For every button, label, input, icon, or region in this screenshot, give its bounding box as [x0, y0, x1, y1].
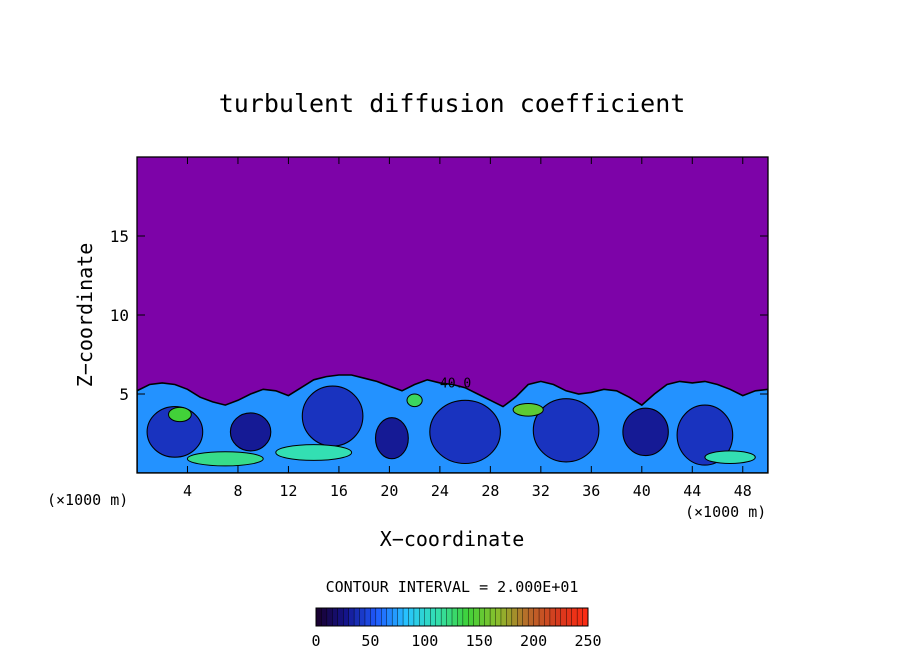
- colorbar-segment: [332, 607, 339, 627]
- contour-label: 40.0: [440, 377, 471, 392]
- high-diffusion-streak: [186, 451, 264, 467]
- colorbar-tick-label: 150: [466, 632, 493, 650]
- colorbar-segment: [522, 607, 529, 627]
- y-axis-ticks: 5 10 15: [110, 227, 768, 404]
- eddy-core: [532, 398, 600, 463]
- high-diffusion-streak: [168, 406, 192, 423]
- colorbar-segment: [348, 607, 355, 627]
- colorbar-segment: [391, 607, 399, 627]
- eddy-core: [229, 412, 272, 452]
- high-diffusion-streak: [704, 450, 756, 465]
- colorbar-segment: [370, 607, 377, 627]
- colorbar-segment: [479, 607, 486, 627]
- colorbar-ticks: 0 50 100 150 200 250: [311, 632, 601, 650]
- colorbar-segment: [343, 607, 350, 627]
- x-unit-right: (×1000 m): [685, 503, 766, 521]
- colorbar-segment: [321, 607, 328, 627]
- colorbar-segment: [337, 607, 344, 627]
- field-layer: [137, 374, 768, 473]
- colorbar-segment: [468, 607, 475, 627]
- colorbar-segment: [353, 607, 361, 627]
- chart-title: turbulent diffusion coefficient: [219, 89, 686, 118]
- colorbar-segment: [527, 607, 535, 627]
- colorbar-segment: [555, 607, 562, 627]
- x-tick-label: 28: [481, 482, 499, 500]
- colorbar-frame: [315, 607, 589, 627]
- colorbar-segment: [402, 607, 409, 627]
- colorbar-segment: [549, 607, 556, 627]
- colorbar-segment: [413, 607, 420, 627]
- high-diffusion-streak: [512, 403, 544, 417]
- x-tick-label: 32: [532, 482, 550, 500]
- colorbar-tick-label: 50: [361, 632, 379, 650]
- y-tick-label: 5: [119, 385, 129, 404]
- colorbar-segment: [517, 607, 524, 627]
- colorbar-segment: [538, 607, 545, 627]
- colorbar-tick-label: 200: [520, 632, 547, 650]
- colorbar-segment: [435, 607, 442, 627]
- colorbar-segment: [457, 607, 464, 627]
- high-diffusion-streak: [406, 393, 423, 408]
- colorbar-segment: [582, 607, 589, 627]
- colorbar-segment: [462, 607, 469, 627]
- colorbar-segment: [424, 607, 431, 627]
- x-tick-label: 24: [431, 482, 449, 500]
- plot-area: 40.0: [136, 156, 769, 474]
- high-diffusion-streak: [275, 444, 353, 461]
- colorbar-segment: [560, 607, 567, 627]
- colorbar-segment: [440, 607, 448, 627]
- colorbar-segment: [495, 607, 502, 627]
- x-tick-label: 8: [233, 482, 242, 500]
- colorbar-segment: [364, 607, 371, 627]
- colorbar-segment: [408, 607, 415, 627]
- x-tick-label: 16: [330, 482, 348, 500]
- eddy-core: [622, 407, 669, 457]
- colorbar-segment: [500, 607, 507, 627]
- x-axis-ticks: 4 8 12 16 20 24 28 32 36 40 44 48: [183, 157, 752, 500]
- y-axis-label: Z−coordinate: [73, 243, 97, 388]
- x-tick-label: 48: [734, 482, 752, 500]
- colorbar-segment: [419, 607, 426, 627]
- colorbar-segment: [451, 607, 458, 627]
- colorbar-segment: [397, 607, 404, 627]
- eddy-core: [676, 404, 734, 466]
- x-tick-label: 44: [683, 482, 701, 500]
- colorbar-segment: [484, 607, 491, 627]
- colorbar-tick-label: 250: [574, 632, 601, 650]
- colorbar-segment: [375, 607, 382, 627]
- colorbar-tick-label: 0: [311, 632, 320, 650]
- x-tick-label: 36: [582, 482, 600, 500]
- colorbar-segment: [326, 607, 333, 627]
- x-tick-label: 40: [633, 482, 651, 500]
- colorbar-segment: [566, 607, 573, 627]
- colorbar-segment: [544, 607, 551, 627]
- colorbar-segment: [386, 607, 393, 627]
- y-tick-label: 15: [110, 227, 129, 246]
- colorbar-segment: [430, 607, 437, 627]
- contour-interval-text: CONTOUR INTERVAL = 2.000E+01: [326, 578, 579, 596]
- eddy-core: [429, 399, 501, 465]
- colorbar-segment: [359, 607, 366, 627]
- y-tick-label: 10: [110, 306, 129, 325]
- x-tick-label: 20: [380, 482, 398, 500]
- colorbar-segment: [571, 607, 578, 627]
- x-axis-label: X−coordinate: [380, 527, 525, 551]
- colorbar: [315, 607, 589, 627]
- colorbar-segment: [489, 607, 497, 627]
- colorbar-segment: [511, 607, 518, 627]
- colorbar-segment: [446, 607, 453, 627]
- colorbar-segment: [315, 607, 322, 627]
- eddy-core: [301, 385, 364, 447]
- colorbar-segment: [473, 607, 480, 627]
- colorbar-segment: [506, 607, 513, 627]
- x-unit-left: (×1000 m): [47, 491, 128, 509]
- colorbar-segment: [381, 607, 388, 627]
- colorbar-segment: [576, 607, 584, 627]
- x-tick-label: 4: [183, 482, 192, 500]
- colorbar-tick-label: 100: [411, 632, 438, 650]
- x-tick-label: 12: [279, 482, 297, 500]
- colorbar-segment: [533, 607, 540, 627]
- eddy-core: [374, 417, 409, 460]
